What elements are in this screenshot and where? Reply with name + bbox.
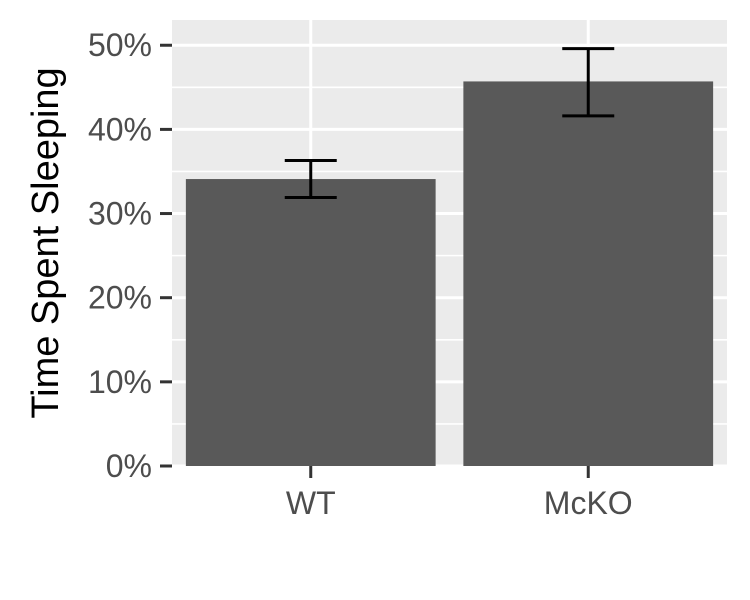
errorbar-mcko (562, 47, 615, 118)
y-tick-label: 10% (88, 364, 152, 400)
error-bars (284, 47, 615, 200)
y-tick-label: 50% (88, 27, 152, 63)
x-tick-label: McKO (544, 485, 633, 521)
y-tick-label: 30% (88, 196, 152, 232)
y-tick-label: 40% (88, 111, 152, 147)
bar-wt (185, 179, 436, 466)
y-axis-title: Time Spent Sleeping (25, 67, 67, 418)
y-axis: 0% 10% 20% 30% 40% 50% (88, 27, 172, 484)
bar-mcko (463, 81, 714, 467)
y-tick-label: 20% (88, 280, 152, 316)
errorbar-wt (284, 159, 337, 200)
y-tick-label: 0% (106, 448, 152, 484)
x-tick-label: WT (286, 485, 336, 521)
x-axis: WT McKO (286, 466, 633, 521)
bars (185, 81, 714, 467)
